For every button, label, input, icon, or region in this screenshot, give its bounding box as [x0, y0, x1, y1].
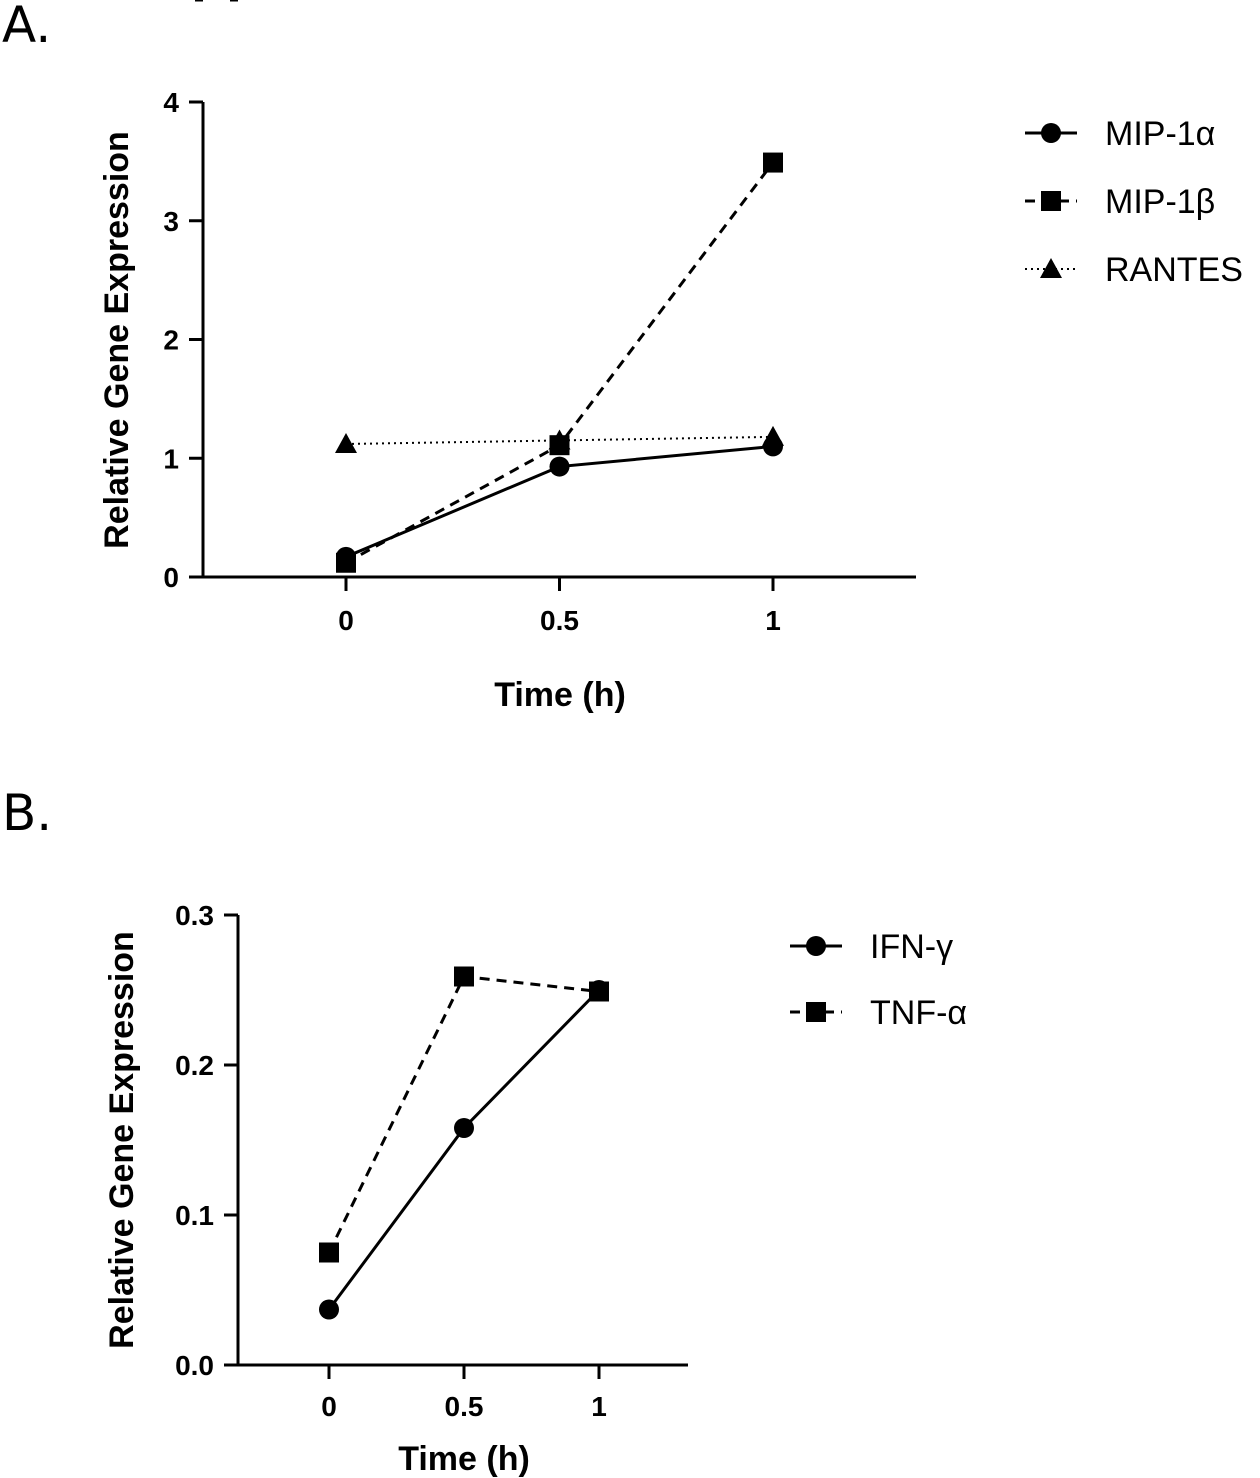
legend-item: MIP-1β [1025, 183, 1215, 221]
data-point [589, 981, 609, 1002]
legend-marker [1040, 258, 1062, 278]
y-tick-label: 0.0 [175, 1350, 214, 1381]
series-line [327, 974, 600, 1254]
x-axis-title: Time (h) [398, 1440, 530, 1478]
y-tick-label: 0.1 [175, 1200, 214, 1231]
data-point [319, 1299, 339, 1320]
series-IFN-γ [319, 980, 609, 1320]
legend-label: TNF-α [870, 994, 967, 1032]
legend-item: IFN-γ [790, 928, 953, 966]
series-MIP-1α [336, 436, 783, 567]
data-point [763, 152, 783, 173]
series-line [327, 988, 601, 1311]
data-point [454, 1118, 474, 1138]
panel-label-a: A. [2, 0, 52, 54]
series-line [345, 161, 775, 565]
x-tick-label: 0 [338, 605, 354, 636]
y-tick-label: 3 [163, 206, 179, 237]
series-MIP-1β [336, 152, 783, 573]
legend-marker [1041, 191, 1061, 211]
y-tick-label: 0 [163, 562, 179, 593]
x-axis-title: Time (h) [494, 676, 626, 714]
y-tick-label: 4 [163, 87, 179, 118]
legend-marker [806, 936, 826, 956]
x-tick-label: 1 [765, 605, 781, 636]
legend-marker [806, 1002, 826, 1022]
series-RANTES [335, 425, 784, 453]
data-point [762, 425, 784, 446]
legend-item: MIP-1α [1025, 115, 1215, 153]
series-TNF-α [319, 966, 609, 1263]
data-point [335, 433, 357, 453]
x-tick-label: 0.5 [445, 1391, 484, 1422]
data-point [548, 429, 571, 450]
y-axis-title: Relative Gene Expression [103, 931, 141, 1349]
legend-label: RANTES [1105, 251, 1243, 289]
legend-item: TNF-α [790, 994, 967, 1032]
data-point [549, 456, 570, 477]
y-tick-label: 1 [163, 443, 179, 474]
y-tick-label: 2 [163, 325, 179, 356]
data-point [336, 552, 356, 573]
x-tick-label: 0.5 [540, 605, 579, 636]
y-tick-label: 0.3 [175, 900, 214, 931]
panel-label-b: B. [2, 784, 53, 842]
chart-b: 0.0 0.1 0.2 0.3 0 0.5 1 Time (h) Relative Gene E… [103, 0, 967, 1478]
legend-marker [1041, 123, 1061, 143]
x-tick-label: 1 [591, 1391, 607, 1422]
data-point [319, 1242, 339, 1263]
y-axis-title: Relative Gene Expression [98, 131, 136, 549]
legend-label: MIP-1α [1105, 115, 1215, 153]
chart-a: 0 1 2 3 4 0 0.5 1 Time (h) Relative Gene Expressi… [98, 0, 1243, 714]
series-line [345, 435, 774, 445]
y-tick-label: 0.2 [175, 1050, 214, 1081]
x-tick-label: 0 [321, 1391, 337, 1422]
legend-label: IFN-γ [870, 928, 953, 966]
legend-label: MIP-1β [1105, 183, 1215, 221]
legend-item: RANTES [1025, 251, 1243, 289]
data-point [454, 966, 474, 987]
